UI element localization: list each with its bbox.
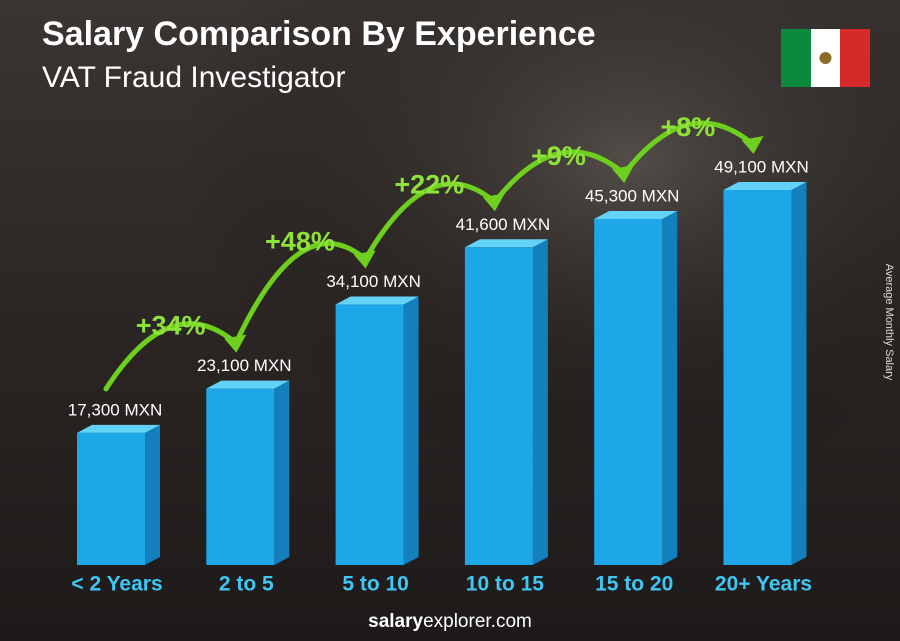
bar-top: [335, 296, 419, 305]
y-axis-label: Average Monthly Salary: [883, 264, 895, 381]
footer-bold: salary: [368, 611, 423, 632]
bar-side: [791, 182, 807, 565]
bar-top: [206, 380, 290, 389]
change-arrow: [232, 241, 368, 348]
value-label: 41,600 MXN: [456, 215, 551, 234]
change-label: +8%: [660, 112, 715, 142]
change-label: +34%: [136, 311, 206, 341]
x-tick-label: 2 to 5: [219, 573, 274, 596]
bar-top: [464, 239, 548, 248]
value-label: 45,300 MXN: [585, 187, 680, 206]
bar-side: [274, 380, 290, 565]
bar: [594, 219, 663, 565]
bar-side: [403, 296, 419, 565]
bar-top: [77, 424, 160, 433]
x-tick-label: 10 to 15: [466, 573, 545, 596]
footer-rest: explorer.com: [423, 611, 532, 632]
value-label: 49,100 MXN: [714, 157, 809, 176]
bar-top: [723, 182, 807, 190]
chart-title: Salary Comparison By Experience: [42, 15, 596, 53]
bar: [464, 247, 533, 565]
bar: [206, 388, 275, 565]
x-tick-label: 20+ Years: [715, 573, 812, 596]
bar: [77, 432, 145, 565]
bar-side: [145, 424, 160, 565]
bar-top: [594, 211, 678, 220]
value-label: 23,100 MXN: [197, 356, 292, 375]
x-tick-label: 5 to 10: [342, 573, 409, 596]
value-label: 17,300 MXN: [68, 400, 163, 419]
flag: [781, 29, 870, 87]
value-label: 34,100 MXN: [326, 272, 421, 291]
chart-subtitle: VAT Fraud Investigator: [42, 61, 345, 94]
change-label: +22%: [394, 169, 464, 199]
change-arrow: [491, 149, 626, 206]
change-arrow: [362, 181, 497, 264]
footer: salaryexplorer.com: [368, 611, 532, 632]
bar-side: [662, 211, 678, 565]
change-label: +9%: [531, 141, 586, 171]
bar: [335, 304, 404, 565]
x-tick-label: 15 to 20: [595, 573, 673, 596]
change-arrowhead: [741, 136, 764, 154]
x-tick-label: < 2 Years: [71, 573, 162, 596]
bar-side: [532, 239, 548, 565]
bar: [723, 190, 792, 565]
change-arrow: [620, 120, 755, 178]
change-arrow: [103, 321, 238, 392]
change-label: +48%: [265, 227, 335, 257]
